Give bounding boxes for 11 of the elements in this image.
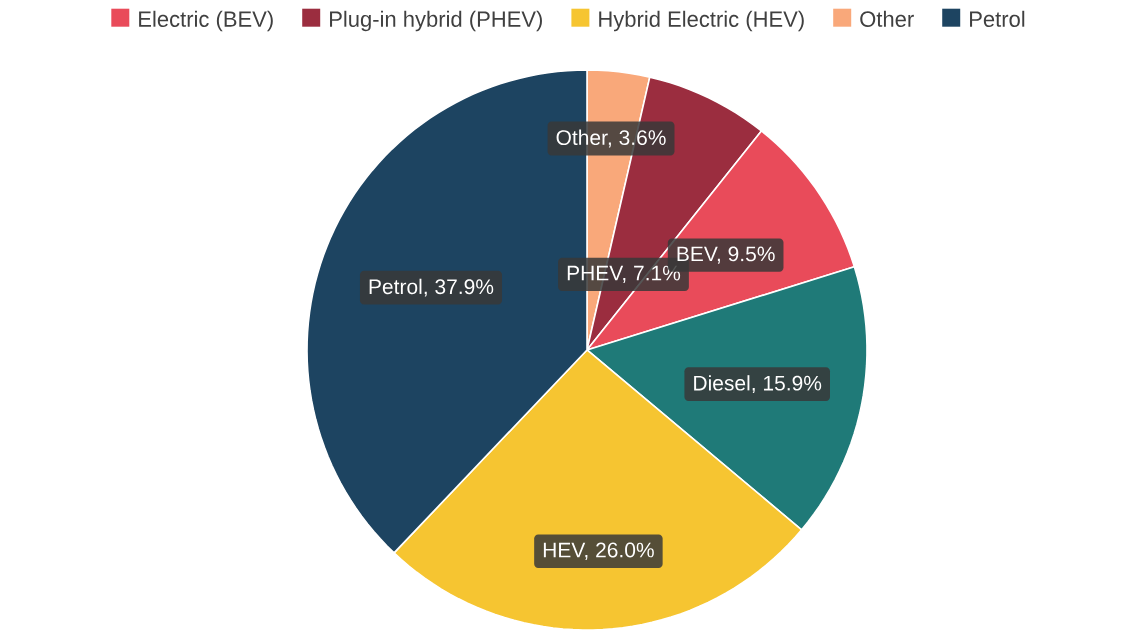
data-label: BEV, 9.5% — [677, 246, 775, 264]
legend-label: Petrol — [970, 10, 1025, 27]
legend-label: Hybrid Electric (HEV) — [599, 10, 804, 32]
data-label: Diesel, 15.9% — [694, 375, 822, 394]
legend-label: Plug-in hybrid (PHEV) — [330, 10, 542, 32]
legend-label: Electric (BEV) — [139, 10, 273, 32]
data-label: Other, 3.6% — [556, 129, 666, 148]
legend-label: Other — [860, 10, 914, 27]
data-label: HEV, 26.0% — [543, 542, 654, 560]
data-label: PHEV, 7.1% — [567, 265, 681, 283]
data-label: Petrol, 37.9% — [369, 278, 494, 297]
